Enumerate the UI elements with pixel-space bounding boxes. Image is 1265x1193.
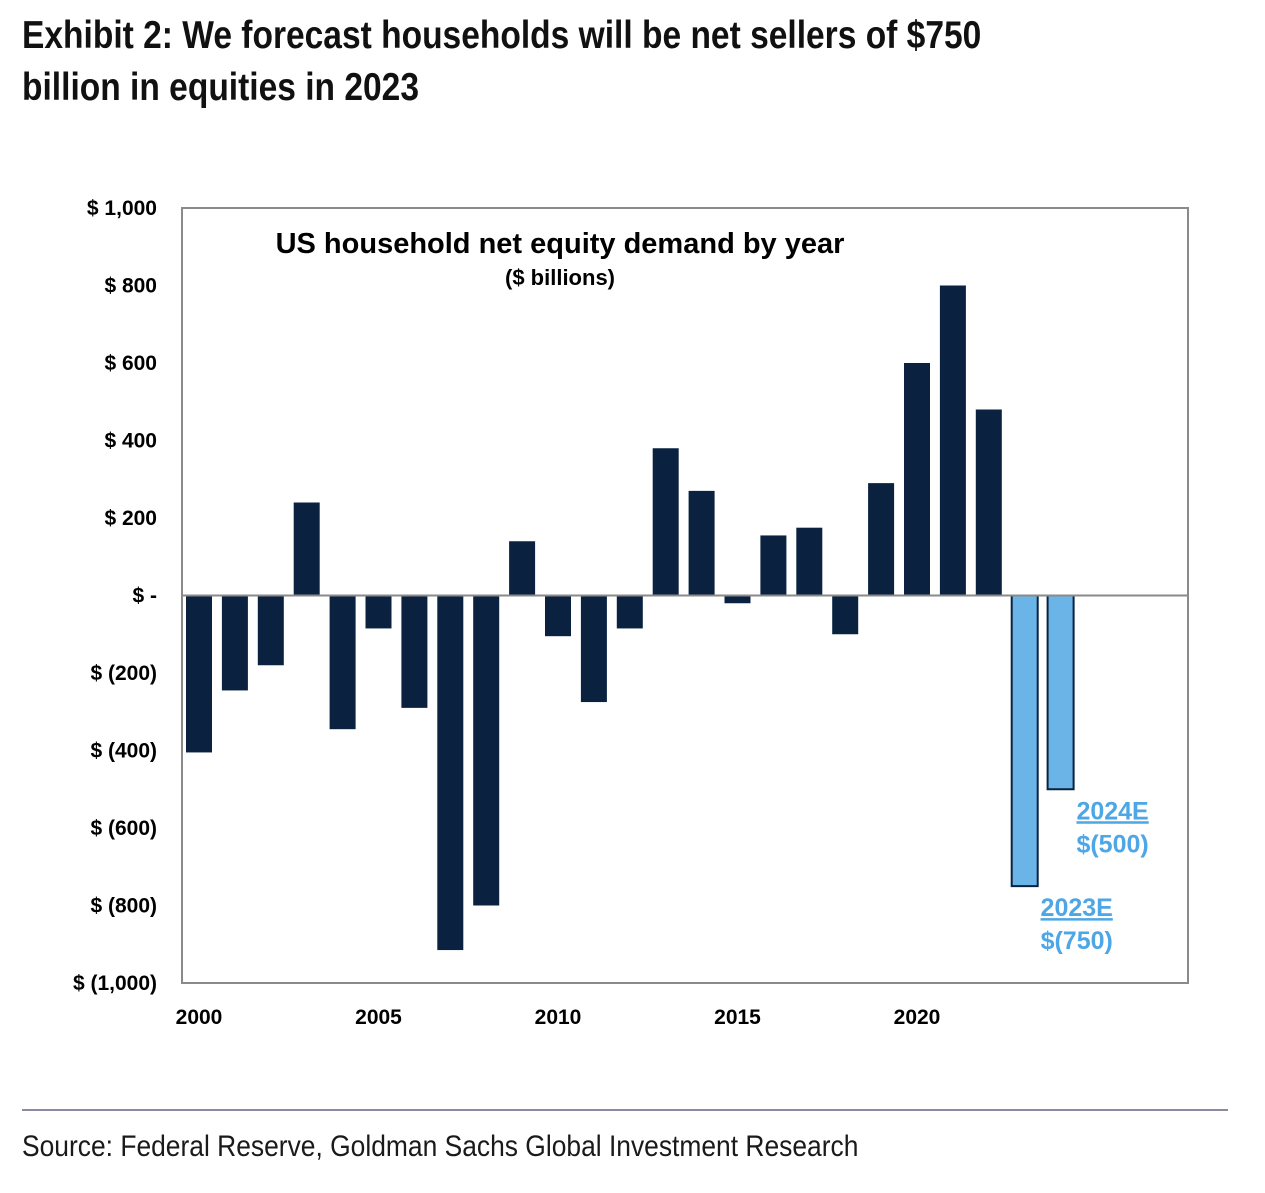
source-note: Source: Federal Reserve, Goldman Sachs G… xyxy=(22,1130,859,1163)
bar xyxy=(760,535,787,596)
y-tick-label: $ - xyxy=(132,585,157,608)
footer-divider xyxy=(22,1109,1228,1111)
bar xyxy=(868,483,895,596)
y-tick-label: $ (1,000) xyxy=(73,972,157,995)
bar-chart: $ 1,000 $ 800 $ 600 $ 400 $ 200 $ - $ (200) $ (… xyxy=(73,197,1189,1029)
exhibit-title: Exhibit 2: We forecast households will b… xyxy=(22,14,982,109)
x-tick-label: 2015 xyxy=(714,1006,761,1029)
y-tick-label: $ 1,000 xyxy=(87,197,157,220)
estimate-annotations: 2023E $(750) 2024E $(500) xyxy=(1041,797,1149,955)
bar xyxy=(724,595,751,604)
estimate-bar xyxy=(1010,594,1039,888)
bar xyxy=(401,595,428,708)
y-tick-label: $ 600 xyxy=(104,352,157,375)
bar xyxy=(473,595,500,906)
bar xyxy=(257,595,284,666)
bar xyxy=(329,595,356,730)
y-tick-label: $ 200 xyxy=(104,507,157,530)
estimate-bar xyxy=(1046,594,1075,791)
bar xyxy=(437,595,464,951)
bar xyxy=(832,595,859,635)
bar xyxy=(904,363,930,596)
bar xyxy=(580,595,607,703)
bar xyxy=(939,285,966,596)
bars-group xyxy=(186,285,1075,951)
bar xyxy=(365,595,392,629)
y-tick-label: $ 800 xyxy=(104,275,157,298)
bar xyxy=(509,541,536,596)
bar xyxy=(221,595,248,691)
y-tick-label: $ (600) xyxy=(90,817,157,840)
bar xyxy=(545,595,571,637)
chart-title: US household net equity demand by year xyxy=(276,228,845,260)
x-tick-label: 2005 xyxy=(355,1006,402,1029)
chart-subtitle: ($ billions) xyxy=(505,265,615,290)
bar xyxy=(186,595,212,753)
bar xyxy=(293,502,320,596)
bar xyxy=(616,595,643,629)
y-tick-label: $ 400 xyxy=(104,430,157,453)
y-tick-label: $ (400) xyxy=(90,740,157,763)
y-tick-label: $ (200) xyxy=(90,662,157,685)
annotation-year-label: 2023E xyxy=(1041,894,1113,922)
x-tick-label: 2000 xyxy=(176,1006,223,1029)
bar xyxy=(975,409,1002,596)
annotation-value-label: $(750) xyxy=(1041,927,1113,955)
x-axis-ticks: 2000 2005 2010 2015 2020 xyxy=(176,1006,941,1029)
annotation-value-label: $(500) xyxy=(1076,830,1148,858)
bar xyxy=(796,527,823,596)
bar xyxy=(652,448,679,596)
x-tick-label: 2010 xyxy=(535,1006,582,1029)
annotation-year-label: 2024E xyxy=(1076,797,1148,825)
y-axis-ticks: $ 1,000 $ 800 $ 600 $ 400 $ 200 $ - $ (200) $ (… xyxy=(73,197,157,995)
x-tick-label: 2020 xyxy=(894,1006,941,1029)
y-tick-label: $ (800) xyxy=(90,895,157,918)
bar xyxy=(688,490,715,596)
